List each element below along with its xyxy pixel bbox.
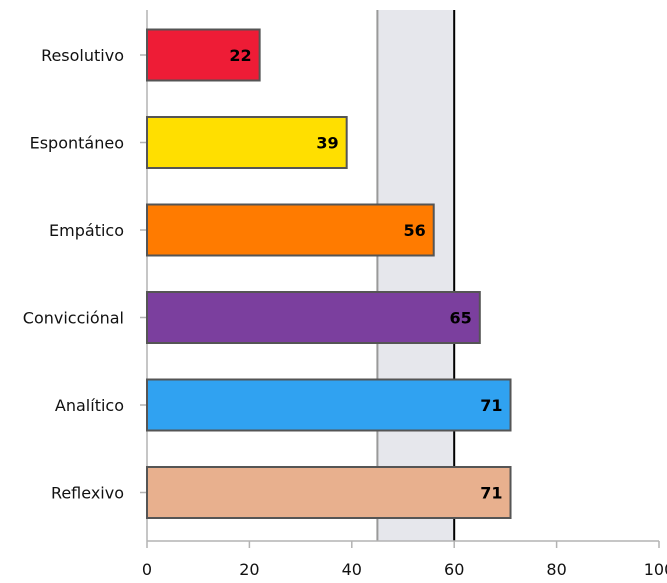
category-label: Analítico bbox=[55, 396, 124, 415]
bar-empatico bbox=[146, 203, 435, 257]
value-label: 39 bbox=[316, 134, 338, 153]
x-tick-label: 20 bbox=[239, 560, 259, 579]
bar-espontaneo bbox=[146, 116, 348, 169]
category-label: Espontáneo bbox=[30, 134, 124, 153]
x-tick-label: 80 bbox=[546, 560, 566, 579]
bar-reflexivo bbox=[146, 466, 512, 519]
value-label: 65 bbox=[450, 309, 472, 328]
x-tick-label: 0 bbox=[142, 560, 152, 579]
x-tick-label: 60 bbox=[444, 560, 464, 579]
category-label: Reflexivo bbox=[51, 484, 124, 503]
category-label: Empático bbox=[49, 221, 124, 240]
value-label: 71 bbox=[480, 396, 502, 415]
category-label: Convicciónal bbox=[23, 309, 124, 328]
x-tick-label: 40 bbox=[342, 560, 362, 579]
value-label: 56 bbox=[403, 221, 425, 240]
value-label: 71 bbox=[480, 484, 502, 503]
bar-analitico bbox=[146, 378, 512, 432]
x-tick-label: 100 bbox=[644, 560, 667, 579]
category-label: Resolutivo bbox=[41, 46, 124, 65]
reference-band bbox=[377, 10, 455, 541]
bar-resolutivo bbox=[146, 28, 261, 82]
value-label: 22 bbox=[229, 46, 251, 65]
bar-conviccional bbox=[146, 291, 481, 344]
